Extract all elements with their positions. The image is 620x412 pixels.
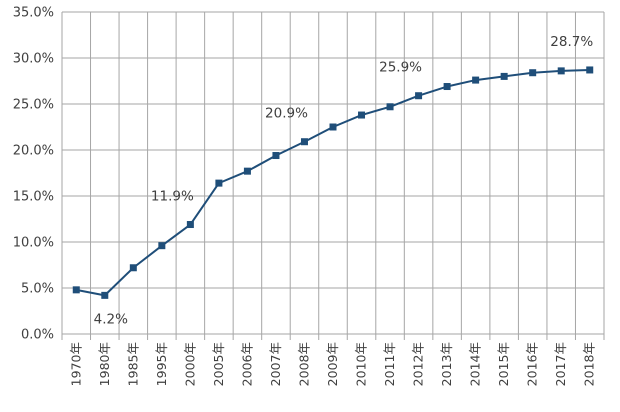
data-point-marker xyxy=(386,103,394,111)
data-point-marker xyxy=(329,123,337,131)
y-tick-label: 10.0% xyxy=(13,236,54,251)
data-point-marker xyxy=(243,167,251,175)
x-tick-label: 2017年 xyxy=(553,342,568,386)
x-tick-label: 2010年 xyxy=(354,342,369,386)
data-label: 4.2% xyxy=(94,311,128,327)
x-tick-label: 2006年 xyxy=(239,342,254,386)
data-label: 20.9% xyxy=(265,106,308,122)
marker-layer xyxy=(72,66,594,299)
x-tick-label: 2007年 xyxy=(268,342,283,386)
data-point-marker xyxy=(557,67,565,75)
data-point-marker xyxy=(358,111,366,119)
y-tick-label: 25.0% xyxy=(13,98,54,113)
x-tick-label: 2016年 xyxy=(525,342,540,386)
x-tick-label: 2012年 xyxy=(411,342,426,386)
data-point-marker xyxy=(101,291,109,299)
x-tick-label: 2013年 xyxy=(439,342,454,386)
data-label: 28.7% xyxy=(550,34,593,50)
y-tick-label: 15.0% xyxy=(13,190,54,205)
x-tick-label: 1980年 xyxy=(97,342,112,386)
y-tick-label: 5.0% xyxy=(21,282,54,297)
data-label: 11.9% xyxy=(151,189,194,205)
x-tick-label: 1985年 xyxy=(125,342,140,386)
data-label: 25.9% xyxy=(379,60,422,76)
x-tick-label: 2018年 xyxy=(582,342,597,386)
y-tick-label: 0.0% xyxy=(21,328,54,343)
x-tick-label: 2000年 xyxy=(182,342,197,386)
y-tick-label: 30.0% xyxy=(13,52,54,67)
data-point-marker xyxy=(500,72,508,80)
y-tick-label: 35.0% xyxy=(13,6,54,21)
data-point-marker xyxy=(472,76,480,84)
data-point-marker xyxy=(186,221,194,229)
label-layer: 4.2% 11.9% 20.9% 25.9% 28.7% xyxy=(94,34,594,327)
data-point-marker xyxy=(529,69,537,77)
x-tick-label: 2008年 xyxy=(296,342,311,386)
x-tick-label: 1995年 xyxy=(154,342,169,386)
data-point-marker xyxy=(129,264,137,272)
x-tick-label: 2009年 xyxy=(325,342,340,386)
data-point-marker xyxy=(586,66,594,74)
data-point-marker xyxy=(158,242,166,250)
x-tick-label: 2014年 xyxy=(468,342,483,386)
data-point-marker xyxy=(215,179,223,187)
data-point-marker xyxy=(72,286,80,294)
x-tick-label: 2015年 xyxy=(496,342,511,386)
data-point-marker xyxy=(415,92,423,100)
data-point-marker xyxy=(300,138,308,146)
data-point-marker xyxy=(443,83,451,91)
x-tick-label: 2005年 xyxy=(211,342,226,386)
y-tick-label: 20.0% xyxy=(13,144,54,159)
axis-layer: 0.0% 5.0% 10.0% 15.0% 20.0% 25.0% 30.0% 35.0% 19… xyxy=(13,6,597,387)
grid-layer xyxy=(61,11,605,340)
data-point-marker xyxy=(272,152,280,160)
x-tick-label: 1970年 xyxy=(68,342,83,386)
x-tick-label: 2011年 xyxy=(382,342,397,386)
